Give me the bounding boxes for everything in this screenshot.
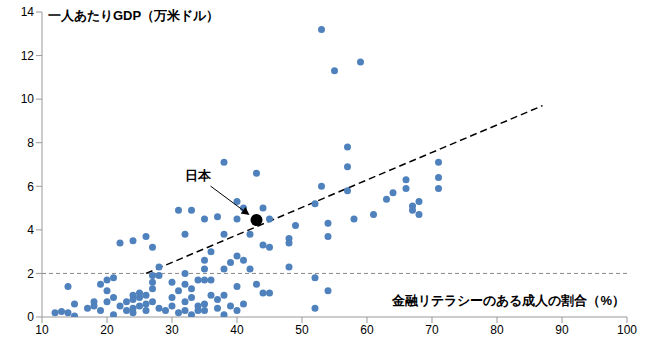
svg-text:2: 2 [27,267,34,281]
svg-text:日本: 日本 [185,168,212,183]
svg-text:80: 80 [490,323,504,337]
svg-text:90: 90 [555,323,569,337]
svg-text:40: 40 [230,323,244,337]
svg-text:4: 4 [27,223,34,237]
svg-text:一人あたりGDP（万米ドル）: 一人あたりGDP（万米ドル） [48,8,219,23]
svg-text:8: 8 [27,136,34,150]
svg-text:30: 30 [165,323,179,337]
svg-text:12: 12 [21,49,35,63]
svg-text:60: 60 [360,323,374,337]
svg-text:10: 10 [35,323,49,337]
svg-text:6: 6 [27,180,34,194]
svg-text:金融リテラシーのある成人の割合（%）: 金融リテラシーのある成人の割合（%） [391,293,625,308]
svg-text:100: 100 [617,323,637,337]
svg-text:0: 0 [27,310,34,324]
svg-text:14: 14 [21,5,35,19]
svg-text:10: 10 [21,92,35,106]
svg-text:70: 70 [425,323,439,337]
svg-text:50: 50 [295,323,309,337]
svg-text:20: 20 [100,323,114,337]
